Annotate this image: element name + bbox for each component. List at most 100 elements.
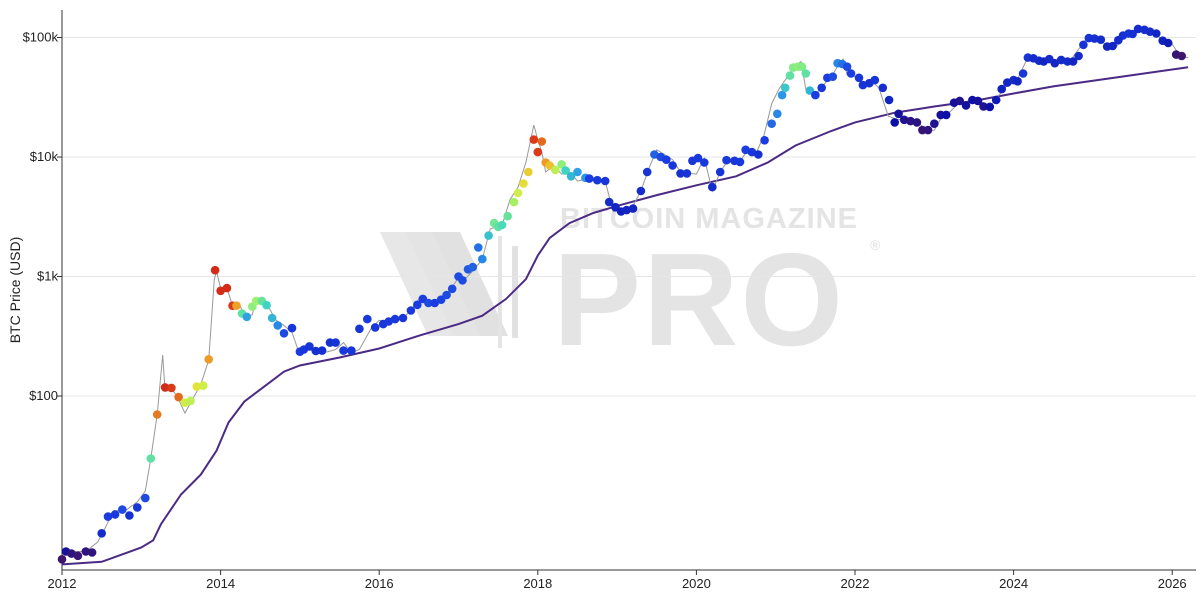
price-point <box>662 155 671 164</box>
price-point <box>447 284 457 294</box>
price-point <box>232 301 241 311</box>
price-point <box>210 265 220 275</box>
price-point <box>912 118 922 127</box>
price-point <box>125 511 134 520</box>
price-point <box>557 160 566 169</box>
axes <box>61 10 1196 571</box>
y-tick-label: $10k <box>30 149 59 164</box>
watermark-registered-mark: ® <box>870 237 881 253</box>
price-point <box>1074 51 1083 61</box>
price-point <box>146 454 156 463</box>
price-points <box>57 24 1186 564</box>
price-point <box>1079 40 1088 50</box>
price-point <box>780 83 790 93</box>
y-axis-title: BTC Price (USD) <box>7 237 23 344</box>
price-point <box>160 383 170 392</box>
price-point <box>811 90 820 100</box>
price-point <box>87 548 97 557</box>
price-point <box>174 392 183 402</box>
price-point <box>398 313 408 323</box>
price-point <box>524 167 533 177</box>
price-point <box>81 547 91 556</box>
price-point <box>1068 57 1078 66</box>
price-point <box>513 188 523 198</box>
price-point <box>1096 35 1106 44</box>
price-point <box>1128 29 1137 39</box>
price-point <box>503 211 512 221</box>
price-point <box>693 153 703 163</box>
price-point <box>133 503 142 512</box>
y-tick-label: $1k <box>37 269 58 284</box>
x-tick-label: 2016 <box>365 576 394 591</box>
price-point <box>842 62 852 71</box>
price-point <box>593 175 602 185</box>
y-tick-label: $100k <box>23 30 59 45</box>
price-point <box>118 505 127 514</box>
price-point <box>529 135 539 144</box>
y-tick-label: $100 <box>29 388 58 403</box>
price-point <box>890 118 899 127</box>
price-point <box>537 137 547 146</box>
price-point <box>152 410 162 419</box>
price-point <box>279 329 289 338</box>
price-point <box>1177 51 1186 61</box>
price-point <box>103 512 113 521</box>
price-point <box>430 298 440 308</box>
price-point <box>854 73 864 83</box>
price-point <box>305 342 314 351</box>
x-tick-label: 2022 <box>841 576 870 591</box>
x-tick-label: 2012 <box>48 576 77 591</box>
price-point <box>311 346 321 356</box>
price-point <box>339 346 348 355</box>
price-point <box>676 169 685 178</box>
price-point <box>442 290 451 300</box>
price-point <box>817 83 826 93</box>
price-point <box>828 72 838 81</box>
x-axis-ticks: 2012 2014 2016 2018 2020 2022 2024 2026 <box>48 570 1187 591</box>
price-point <box>198 381 208 391</box>
price-point <box>262 300 271 310</box>
watermark-subtitle: PRO <box>553 226 845 373</box>
price-point <box>846 69 856 78</box>
price-point <box>110 510 120 519</box>
price-point <box>1108 41 1117 51</box>
price-point <box>57 555 67 564</box>
price-point <box>754 150 763 159</box>
price-point <box>413 300 422 310</box>
price-point <box>906 116 915 126</box>
price-point <box>604 197 614 207</box>
price-point <box>682 169 692 178</box>
price-point <box>930 119 939 128</box>
price-point <box>700 158 709 167</box>
price-point <box>317 346 327 355</box>
x-tick-label: 2020 <box>682 576 711 591</box>
price-point <box>222 283 232 293</box>
price-point <box>355 324 364 334</box>
price-point <box>561 166 570 175</box>
x-tick-label: 2014 <box>206 576 235 591</box>
price-point <box>797 62 807 71</box>
base-line-series <box>61 66 1189 566</box>
price-point <box>785 71 795 80</box>
watermark: BITCOIN MAGAZINE PRO ® <box>380 203 881 373</box>
price-point <box>636 186 646 196</box>
price-point <box>894 109 903 119</box>
price-point <box>347 346 356 355</box>
price-point <box>204 355 213 364</box>
price-point <box>273 321 283 330</box>
price-point <box>722 155 731 165</box>
price-point <box>406 306 416 315</box>
price-point <box>668 161 677 170</box>
price-point <box>192 382 202 391</box>
price-point <box>1133 24 1143 34</box>
price-point <box>955 96 964 106</box>
x-tick-label: 2018 <box>523 576 552 591</box>
price-point <box>551 165 560 175</box>
price-point <box>1152 29 1161 38</box>
price-point <box>331 338 340 347</box>
price-point <box>923 125 933 135</box>
price-point <box>600 176 610 186</box>
price-point <box>642 167 652 177</box>
price-point <box>870 75 880 85</box>
